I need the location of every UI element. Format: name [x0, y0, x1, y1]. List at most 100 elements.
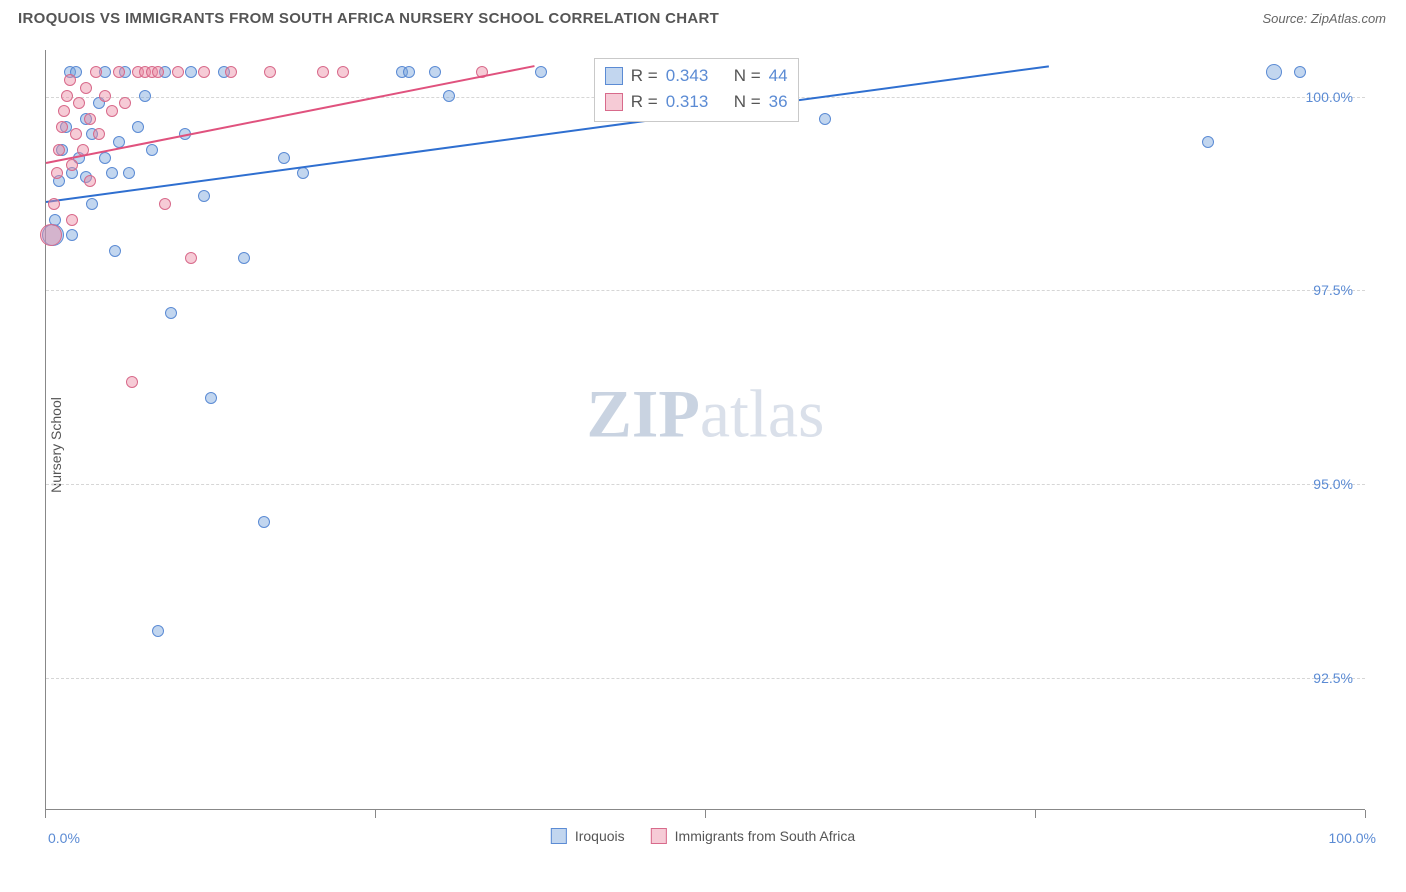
scatter-point — [1294, 66, 1306, 78]
trend-line — [46, 66, 535, 165]
y-tick-label: 95.0% — [1313, 476, 1353, 492]
scatter-point — [99, 152, 111, 164]
scatter-point — [238, 252, 250, 264]
watermark-atlas: atlas — [700, 376, 825, 452]
scatter-point — [119, 97, 131, 109]
watermark-zip: ZIP — [587, 376, 700, 452]
scatter-point — [337, 66, 349, 78]
scatter-point — [93, 128, 105, 140]
stats-row: R = 0.313 N = 36 — [605, 89, 788, 115]
scatter-point — [106, 167, 118, 179]
scatter-point — [225, 66, 237, 78]
scatter-point — [258, 516, 270, 528]
scatter-point — [84, 175, 96, 187]
stats-r-value: 0.313 — [666, 89, 709, 115]
stats-r-label: R = — [631, 63, 658, 89]
scatter-point — [205, 392, 217, 404]
stats-r-label: R = — [631, 89, 658, 115]
stats-swatch — [605, 67, 623, 85]
chart-source: Source: ZipAtlas.com — [1262, 11, 1386, 26]
scatter-point — [84, 113, 96, 125]
scatter-point — [66, 229, 78, 241]
x-tick-mark — [375, 810, 376, 818]
stats-n-value: 44 — [769, 63, 788, 89]
scatter-point — [126, 376, 138, 388]
scatter-point — [86, 198, 98, 210]
legend-label-series2: Immigrants from South Africa — [675, 828, 856, 844]
x-axis-min-label: 0.0% — [48, 830, 80, 846]
scatter-point — [1202, 136, 1214, 148]
scatter-point — [443, 90, 455, 102]
stats-box: R = 0.343 N = 44R = 0.313 N = 36 — [594, 58, 799, 122]
scatter-point — [56, 121, 68, 133]
scatter-point — [198, 66, 210, 78]
stats-n-label: N = — [734, 89, 761, 115]
legend: Iroquois Immigrants from South Africa — [551, 828, 855, 844]
x-tick-mark — [1035, 810, 1036, 818]
y-tick-label: 97.5% — [1313, 282, 1353, 298]
gridline — [46, 678, 1365, 679]
scatter-point — [113, 66, 125, 78]
scatter-point — [123, 167, 135, 179]
scatter-point — [165, 307, 177, 319]
legend-swatch-series2 — [651, 828, 667, 844]
scatter-point — [66, 159, 78, 171]
scatter-point — [403, 66, 415, 78]
gridline — [46, 484, 1365, 485]
scatter-point — [40, 224, 62, 246]
x-tick-mark — [45, 810, 46, 818]
stats-n-value: 36 — [769, 89, 788, 115]
stats-row: R = 0.343 N = 44 — [605, 63, 788, 89]
scatter-point — [106, 105, 118, 117]
y-tick-label: 92.5% — [1313, 670, 1353, 686]
scatter-point — [132, 121, 144, 133]
scatter-point — [297, 167, 309, 179]
scatter-point — [146, 144, 158, 156]
plot-region: ZIPatlas 100.0% 97.5% 95.0% 92.5% R = 0.343 … — [45, 50, 1365, 810]
scatter-point — [152, 66, 164, 78]
watermark: ZIPatlas — [587, 375, 825, 454]
chart-title: IROQUOIS VS IMMIGRANTS FROM SOUTH AFRICA… — [18, 10, 719, 27]
scatter-point — [172, 66, 184, 78]
chart-header: IROQUOIS VS IMMIGRANTS FROM SOUTH AFRICA… — [0, 0, 1406, 33]
y-tick-label: 100.0% — [1306, 89, 1353, 105]
scatter-point — [152, 625, 164, 637]
x-axis-max-label: 100.0% — [1329, 830, 1376, 846]
scatter-point — [185, 252, 197, 264]
stats-n-label: N = — [734, 63, 761, 89]
scatter-point — [48, 198, 60, 210]
scatter-point — [70, 128, 82, 140]
x-tick-mark — [1365, 810, 1366, 818]
scatter-point — [99, 90, 111, 102]
scatter-point — [535, 66, 547, 78]
scatter-point — [109, 245, 121, 257]
scatter-point — [64, 74, 76, 86]
scatter-point — [159, 198, 171, 210]
scatter-point — [1266, 64, 1282, 80]
scatter-point — [139, 90, 151, 102]
gridline — [46, 290, 1365, 291]
legend-item-series2: Immigrants from South Africa — [651, 828, 856, 844]
scatter-point — [90, 66, 102, 78]
stats-swatch — [605, 93, 623, 111]
stats-r-value: 0.343 — [666, 63, 709, 89]
scatter-point — [429, 66, 441, 78]
scatter-point — [73, 97, 85, 109]
scatter-point — [53, 144, 65, 156]
scatter-point — [198, 190, 210, 202]
scatter-point — [819, 113, 831, 125]
scatter-point — [66, 214, 78, 226]
trend-line — [46, 66, 1049, 204]
scatter-point — [51, 167, 63, 179]
scatter-point — [264, 66, 276, 78]
scatter-point — [317, 66, 329, 78]
chart-area: Nursery School ZIPatlas 100.0%97.5%95.0%… — [0, 40, 1406, 850]
scatter-point — [278, 152, 290, 164]
x-tick-mark — [705, 810, 706, 818]
legend-swatch-series1 — [551, 828, 567, 844]
scatter-point — [58, 105, 70, 117]
scatter-point — [185, 66, 197, 78]
scatter-point — [80, 82, 92, 94]
legend-item-series1: Iroquois — [551, 828, 625, 844]
scatter-point — [61, 90, 73, 102]
